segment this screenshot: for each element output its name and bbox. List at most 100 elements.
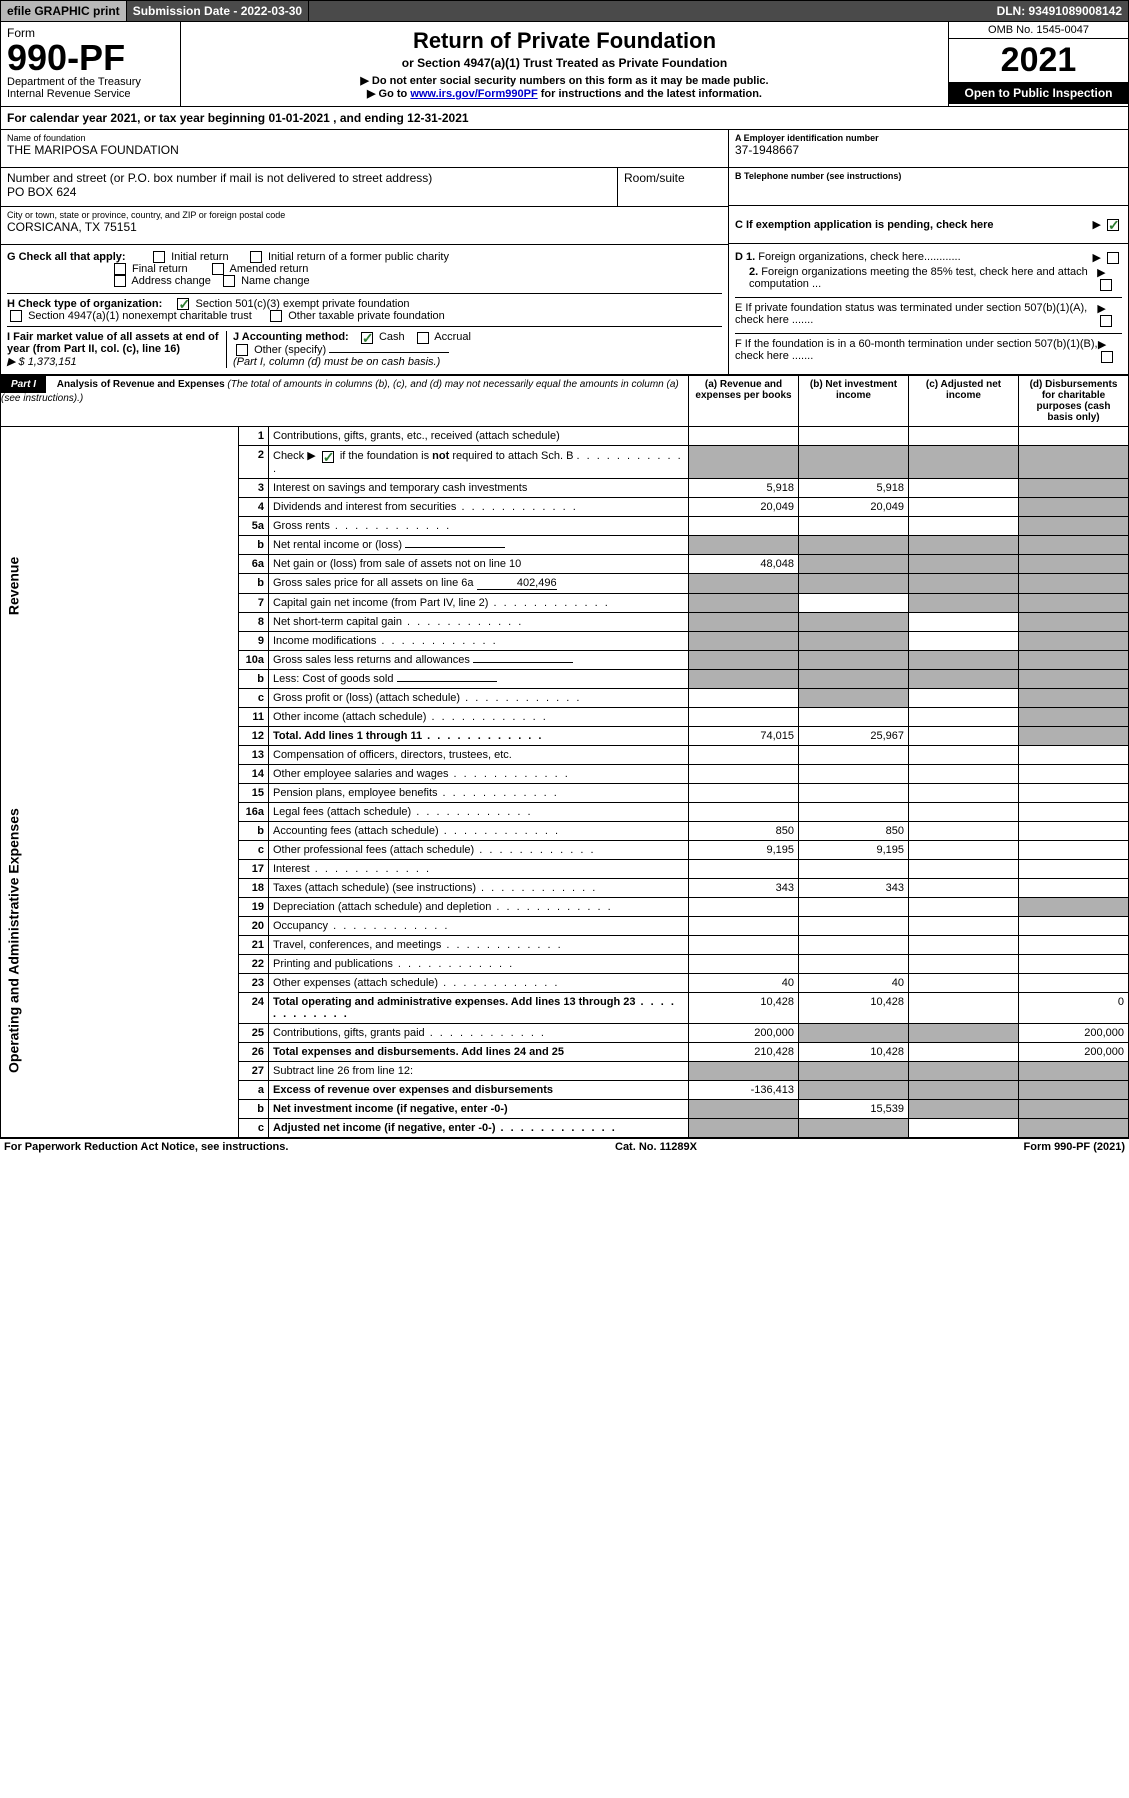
value-cell bbox=[689, 612, 799, 631]
line-description: Printing and publications bbox=[269, 954, 689, 973]
line-number: 9 bbox=[239, 631, 269, 650]
value-cell bbox=[689, 650, 799, 669]
g-address-checkbox[interactable] bbox=[114, 275, 126, 287]
value-cell bbox=[1019, 535, 1129, 554]
value-cell: 200,000 bbox=[1019, 1042, 1129, 1061]
d2-checkbox[interactable] bbox=[1100, 279, 1112, 291]
d1-checkbox[interactable] bbox=[1107, 252, 1119, 264]
value-cell bbox=[799, 427, 909, 446]
value-cell bbox=[1019, 688, 1129, 707]
dept-line2: Internal Revenue Service bbox=[7, 88, 174, 100]
value-cell bbox=[799, 593, 909, 612]
value-cell bbox=[689, 897, 799, 916]
value-cell bbox=[689, 631, 799, 650]
line-number: b bbox=[239, 535, 269, 554]
revenue-side-label: Revenue bbox=[1, 427, 239, 745]
value-cell bbox=[1019, 669, 1129, 688]
value-cell bbox=[1019, 516, 1129, 535]
value-cell bbox=[1019, 897, 1129, 916]
f-checkbox[interactable] bbox=[1101, 351, 1113, 363]
e-checkbox[interactable] bbox=[1100, 315, 1112, 327]
j-other: Other (specify) bbox=[254, 344, 326, 356]
value-cell bbox=[799, 764, 909, 783]
value-cell: 10,428 bbox=[799, 992, 909, 1023]
line-number: 18 bbox=[239, 878, 269, 897]
value-cell: 343 bbox=[689, 878, 799, 897]
efile-label[interactable]: efile GRAPHIC print bbox=[1, 1, 127, 21]
j-cash-checkbox[interactable] bbox=[361, 332, 373, 344]
g-initial-checkbox[interactable] bbox=[153, 251, 165, 263]
line-number: 15 bbox=[239, 783, 269, 802]
h-4947-checkbox[interactable] bbox=[10, 310, 22, 322]
line-description: Taxes (attach schedule) (see instruction… bbox=[269, 878, 689, 897]
value-cell bbox=[1019, 1099, 1129, 1118]
telephone-label: B Telephone number (see instructions) bbox=[735, 171, 1122, 181]
value-cell bbox=[689, 1099, 799, 1118]
c-checkbox[interactable] bbox=[1107, 219, 1119, 231]
room-cell: Room/suite bbox=[618, 168, 728, 206]
note2-pre: ▶ Go to bbox=[367, 88, 410, 100]
form-link[interactable]: www.irs.gov/Form990PF bbox=[410, 88, 537, 100]
value-cell bbox=[909, 897, 1019, 916]
line-number: 20 bbox=[239, 916, 269, 935]
foundation-name: THE MARIPOSA FOUNDATION bbox=[7, 143, 722, 157]
value-cell bbox=[799, 612, 909, 631]
exemption-row: C If exemption application is pending, c… bbox=[729, 206, 1128, 244]
value-cell bbox=[909, 612, 1019, 631]
g-amended-checkbox[interactable] bbox=[212, 263, 224, 275]
value-cell bbox=[799, 446, 909, 478]
line-description: Gross rents bbox=[269, 516, 689, 535]
c-label: C If exemption application is pending, c… bbox=[735, 219, 994, 231]
value-cell bbox=[1019, 1061, 1129, 1080]
value-cell bbox=[909, 497, 1019, 516]
g-namechange-checkbox[interactable] bbox=[223, 275, 235, 287]
tax-year: 2021 bbox=[949, 39, 1128, 82]
line-description: Compensation of officers, directors, tru… bbox=[269, 745, 689, 764]
line-number: 10a bbox=[239, 650, 269, 669]
value-cell bbox=[909, 707, 1019, 726]
street-value: PO BOX 624 bbox=[7, 185, 611, 199]
line-description: Income modifications bbox=[269, 631, 689, 650]
table-row: Operating and Administrative Expenses13C… bbox=[1, 745, 1129, 764]
g-final-checkbox[interactable] bbox=[114, 263, 126, 275]
value-cell bbox=[689, 916, 799, 935]
omb-number: OMB No. 1545-0047 bbox=[949, 22, 1128, 39]
value-cell: 40 bbox=[799, 973, 909, 992]
line-description: Net rental income or (loss) bbox=[269, 535, 689, 554]
form-note1: ▶ Do not enter social security numbers o… bbox=[187, 74, 942, 87]
col-d-header: (d) Disbursements for charitable purpose… bbox=[1019, 376, 1129, 427]
j-other-checkbox[interactable] bbox=[236, 344, 248, 356]
d1-arrow: ▶ bbox=[1092, 251, 1122, 264]
line-description: Check ▶ if the foundation is not require… bbox=[269, 446, 689, 478]
value-cell bbox=[689, 535, 799, 554]
value-cell bbox=[1019, 593, 1129, 612]
value-cell bbox=[909, 802, 1019, 821]
line-number: 5a bbox=[239, 516, 269, 535]
j-accrual-checkbox[interactable] bbox=[417, 332, 429, 344]
i-cell: I Fair market value of all assets at end… bbox=[7, 331, 227, 368]
value-cell: 20,049 bbox=[799, 497, 909, 516]
h-501c3-checkbox[interactable] bbox=[177, 298, 189, 310]
g-former-checkbox[interactable] bbox=[250, 251, 262, 263]
line-description: Net gain or (loss) from sale of assets n… bbox=[269, 554, 689, 573]
value-cell bbox=[799, 1061, 909, 1080]
value-cell bbox=[689, 935, 799, 954]
value-cell bbox=[909, 840, 1019, 859]
value-cell bbox=[909, 859, 1019, 878]
value-cell bbox=[1019, 954, 1129, 973]
i-value: ▶ $ 1,373,151 bbox=[7, 356, 77, 368]
value-cell bbox=[799, 688, 909, 707]
value-cell bbox=[1019, 840, 1129, 859]
line-description: Net short-term capital gain bbox=[269, 612, 689, 631]
value-cell bbox=[1019, 446, 1129, 478]
e-row: E If private foundation status was termi… bbox=[735, 297, 1122, 327]
line-number: 13 bbox=[239, 745, 269, 764]
h-other-checkbox[interactable] bbox=[270, 310, 282, 322]
value-cell bbox=[1019, 916, 1129, 935]
line-number: 21 bbox=[239, 935, 269, 954]
value-cell bbox=[1019, 726, 1129, 745]
value-cell bbox=[1019, 1118, 1129, 1137]
line-description: Other professional fees (attach schedule… bbox=[269, 840, 689, 859]
ein-label: A Employer identification number bbox=[735, 133, 1122, 143]
value-cell bbox=[909, 992, 1019, 1023]
